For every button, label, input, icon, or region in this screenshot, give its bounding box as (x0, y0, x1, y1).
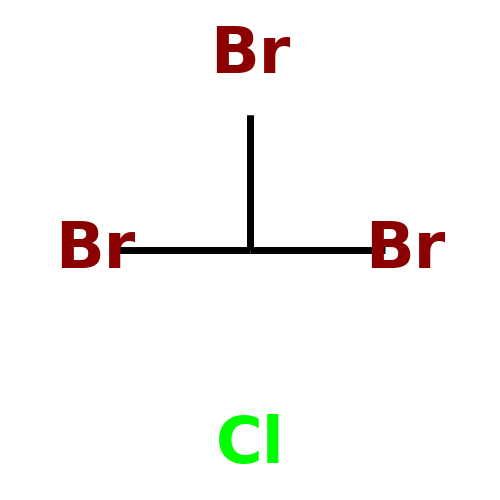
Text: Br: Br (365, 219, 445, 281)
Text: Br: Br (210, 24, 290, 86)
Text: Cl: Cl (216, 414, 284, 476)
Text: Br: Br (55, 219, 135, 281)
